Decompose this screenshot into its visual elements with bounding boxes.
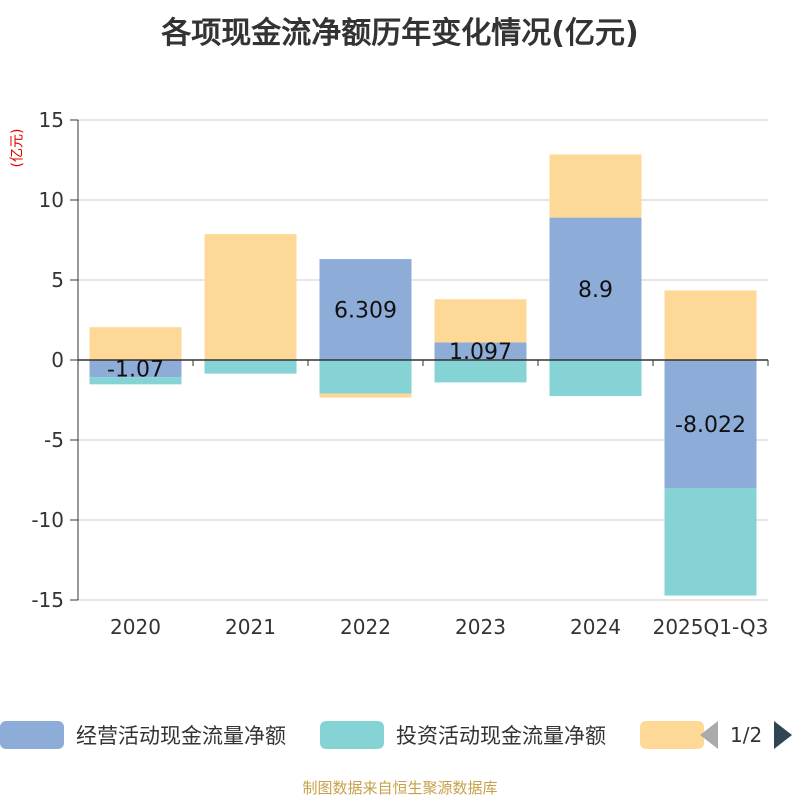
chart-plot: 15 10 5 0 -5 -10 -15 2020 2021 2022 2023 2024 2025Q1… — [31, 108, 769, 639]
data-source-note: 制图数据来自恒生聚源数据库 — [302, 779, 498, 797]
y-tick-label: 15 — [39, 108, 64, 132]
data-label-2022: 6.309 — [334, 299, 397, 324]
bar-series1-2020 — [89, 377, 182, 385]
bar-series0-2023 — [434, 342, 527, 360]
legend-swatch-financing — [640, 721, 704, 749]
bar-series0-2025Q1-Q3 — [664, 360, 757, 489]
bar-series1-2024 — [549, 360, 642, 396]
bar-series0-2024 — [549, 217, 642, 360]
legend-swatch-investing — [320, 721, 384, 749]
bar-series2-2023 — [434, 299, 527, 343]
bar-series2-2025Q1-Q3 — [664, 290, 757, 360]
legend-label-operating: 经营活动现金流量净额 — [76, 724, 286, 748]
data-label-2023: 1.097 — [449, 340, 512, 365]
y-tick-label: 0 — [51, 348, 64, 372]
bar-series0-2020 — [89, 360, 182, 378]
bar-series2-2024 — [549, 154, 642, 218]
bar-series0-2022 — [319, 259, 412, 360]
data-label-2025Q1-Q3: -8.022 — [675, 413, 746, 438]
legend-label-investing: 投资活动现金流量净额 — [396, 724, 606, 748]
bar-series2-2022 — [319, 393, 412, 398]
bar-series1-2023 — [434, 360, 527, 383]
data-label-2020: -1.07 — [107, 358, 164, 383]
bar-series2-2020 — [89, 327, 182, 360]
legend-item-investing[interactable]: 投资活动现金流量净额 — [320, 719, 606, 751]
y-tick-label: -10 — [31, 508, 64, 532]
x-tick-label-2021: 2021 — [225, 615, 276, 639]
y-tick-label: 10 — [39, 188, 64, 212]
x-tick-label-2025Q1-Q3: 2025Q1-Q3 — [653, 615, 769, 639]
legend: 经营活动现金流量净额 投资活动现金流量净额 1/2 — [0, 715, 800, 755]
legend-item-financing[interactable] — [640, 719, 716, 751]
bar-series1-2021 — [204, 360, 297, 374]
bar-series1-2025Q1-Q3 — [664, 488, 757, 596]
y-tick-label: 5 — [51, 268, 64, 292]
chart-title: 各项现金流净额历年变化情况(亿元) — [161, 16, 639, 51]
y-tick-label: -5 — [44, 428, 64, 452]
data-label-2024: 8.9 — [578, 278, 613, 303]
x-tick-label-2023: 2023 — [455, 615, 506, 639]
x-tick-label-2024: 2024 — [570, 615, 621, 639]
x-tick-label-2022: 2022 — [340, 615, 391, 639]
legend-prev-page-icon[interactable] — [700, 721, 718, 749]
legend-next-page-icon[interactable] — [774, 721, 793, 749]
legend-swatch-operating — [0, 721, 64, 749]
legend-item-operating[interactable]: 经营活动现金流量净额 — [0, 719, 286, 751]
bar-series1-2022 — [319, 360, 412, 394]
bar-series2-2021 — [204, 234, 297, 360]
legend-pager: 1/2 — [700, 719, 793, 751]
y-tick-label: -15 — [31, 588, 64, 612]
x-tick-label-2020: 2020 — [110, 615, 161, 639]
legend-page-indicator: 1/2 — [730, 723, 763, 747]
